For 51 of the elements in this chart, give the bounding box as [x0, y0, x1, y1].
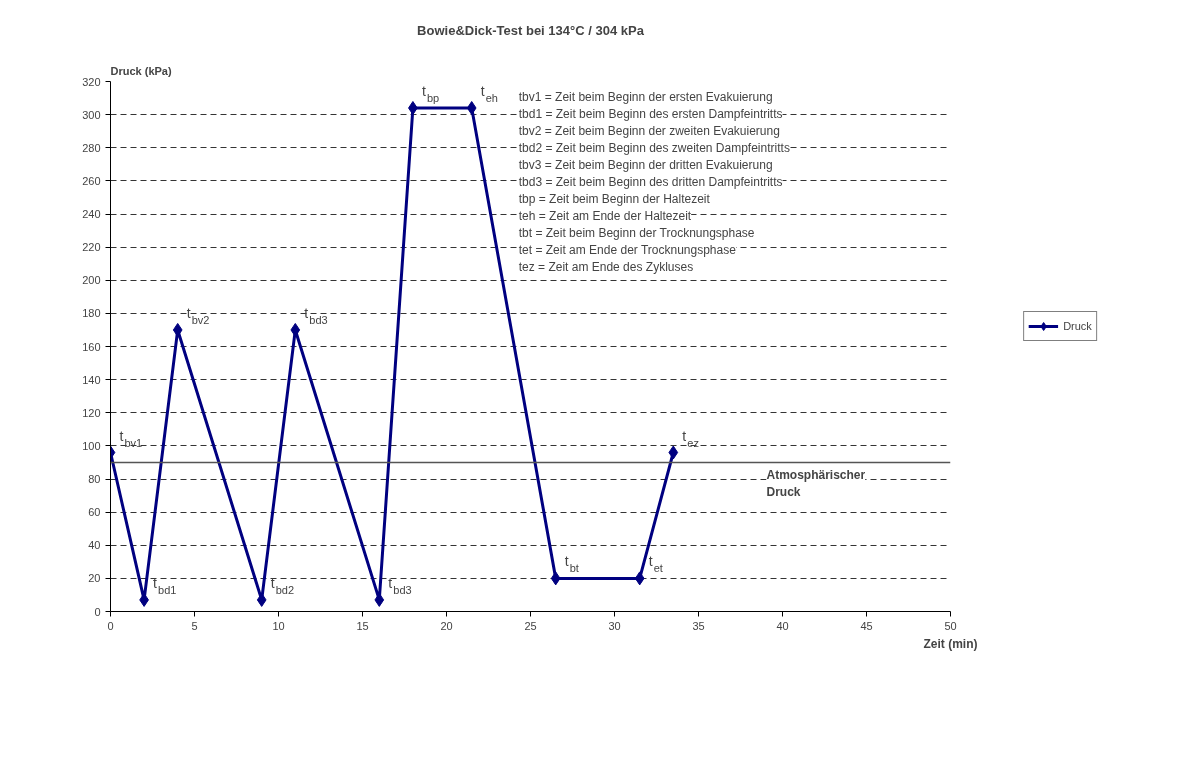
x-tick-label: 35 [692, 619, 705, 632]
annotation: tbv1 = Zeit beim Beginn der ersten Evakuierung [518, 89, 773, 104]
annotation: tbp = Zeit beim Beginn der Haltezeit [518, 191, 711, 206]
y-tick-label: 220 [82, 241, 101, 254]
x-tick-label: 50 [944, 619, 957, 632]
point [466, 101, 477, 115]
annotation: tbv3 = Zeit beim Beginn der dritten Evakuierung [518, 157, 773, 172]
x-tick-label: 45 [860, 619, 873, 632]
point [550, 571, 561, 586]
annotation: teh = Zeit am Ende der Haltezeit [518, 208, 692, 223]
y-tick-label: 280 [82, 141, 101, 154]
y-tick-label: 260 [82, 174, 101, 187]
chart-title: Bowie&Dick-Test bei 134°C / 304 kPa [417, 22, 645, 38]
y-tick-label: 120 [82, 406, 101, 419]
y-tick-label: 300 [82, 108, 101, 121]
y-axis-title: Druck (kPa) [110, 64, 172, 77]
ref-line-label: Atmosphärischer Druck [766, 468, 866, 500]
point [290, 322, 301, 337]
annotation: tbd1 = Zeit beim Beginn des ersten Dampfeintritts [518, 106, 783, 121]
y-tick-label: 40 [88, 539, 101, 552]
x-tick-label: 40 [776, 619, 789, 632]
annotation: tbt = Zeit beim Beginn der Trocknungsphase [518, 225, 755, 240]
y-tick-label: 160 [82, 340, 101, 353]
x-tick-label: 20 [440, 619, 453, 632]
x-tick-label: 15 [356, 619, 369, 632]
point [634, 571, 645, 586]
y-tick-label: 140 [82, 373, 101, 386]
annotation: tbd3 = Zeit beim Beginn des dritten Dampfeintritts [518, 174, 783, 189]
annotation: tbv2 = Zeit beim Beginn der zweiten Evakuierung [518, 123, 780, 138]
legend-label: Druck [1063, 319, 1092, 332]
y-tick-label: 0 [94, 605, 101, 618]
point [668, 445, 679, 460]
y-tick-label: 180 [82, 307, 101, 320]
y-tick-label: 80 [88, 473, 101, 485]
x-tick-label: 25 [524, 619, 537, 632]
x-axis-title: Zeit (min) [923, 636, 978, 651]
x-tick-label: 0 [107, 619, 114, 632]
x-tick-label: 5 [191, 619, 198, 632]
x-tick-label: 10 [272, 619, 285, 632]
x-tick-label: 30 [608, 619, 621, 632]
y-tick-label: 100 [82, 439, 101, 452]
y-tick-label: 20 [88, 572, 101, 585]
annotation: tet = Zeit am Ende der Trocknungsphase [518, 242, 737, 257]
y-tick-label: 200 [82, 274, 101, 287]
point [408, 101, 418, 115]
annotation: tbd2 = Zeit beim Beginn des zweiten Dampfeintritts [518, 140, 790, 155]
y-tick-label: 320 [82, 75, 101, 88]
annotation: tez = Zeit am Ende des Zykluses [518, 259, 694, 274]
point [172, 322, 183, 337]
y-tick-label: 240 [82, 208, 101, 220]
y-tick-label: 60 [88, 506, 101, 519]
